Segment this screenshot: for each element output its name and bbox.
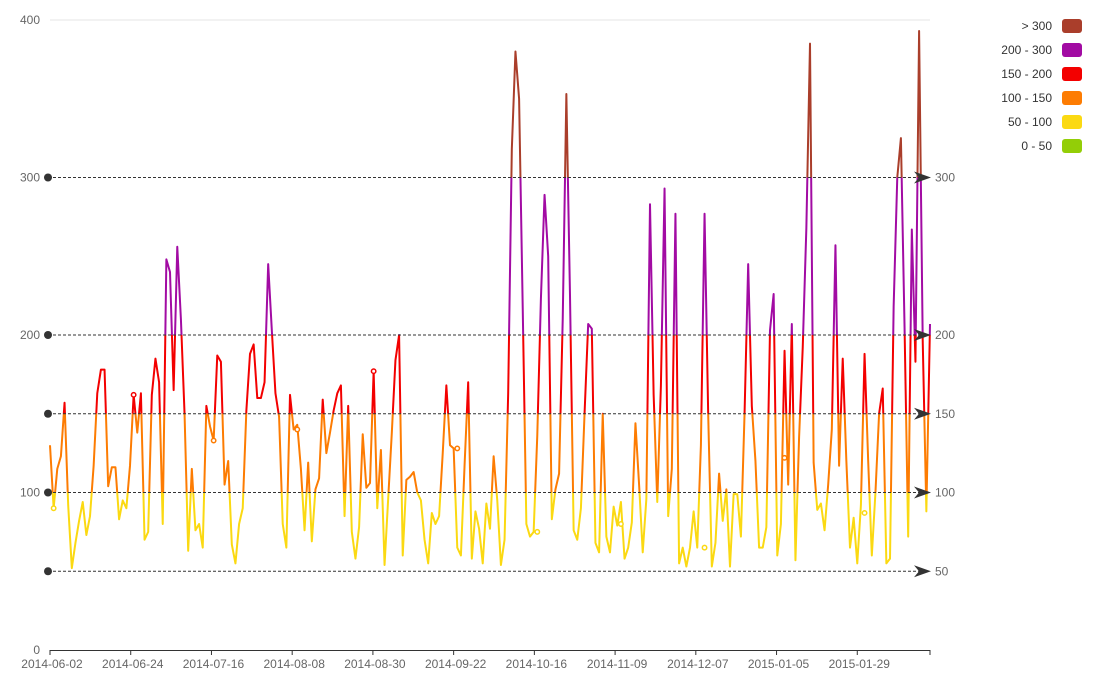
- series-segment-2: [62, 335, 931, 414]
- legend-swatch: [1062, 91, 1082, 105]
- mark-line-label: 150: [935, 407, 955, 421]
- x-tick-label: 2014-08-08: [263, 657, 325, 671]
- mark-line-arrow: [914, 407, 931, 420]
- legend-item[interactable]: 0 - 50: [932, 134, 1082, 158]
- marker-point: [210, 437, 217, 444]
- axes: 0 100 200 300 400 2014-06-02 2014-06-24 2014-07…: [20, 13, 931, 671]
- mark-line-arrow: [914, 329, 931, 341]
- x-tick-label: 2015-01-29: [829, 657, 891, 671]
- legend-label: 0 - 50: [1021, 139, 1052, 153]
- marker-points: [50, 368, 868, 551]
- x-tick-label: 2014-11-09: [587, 657, 648, 671]
- y-tick-label: 200: [20, 328, 40, 342]
- marker-point: [130, 391, 137, 398]
- x-tick-label: 2014-09-22: [425, 657, 487, 671]
- legend-item[interactable]: 200 - 300: [932, 38, 1082, 62]
- x-tick-label: 2014-12-07: [667, 657, 729, 671]
- series-line: [49, 30, 931, 570]
- legend-label: 50 - 100: [1007, 115, 1052, 129]
- marker-point: [781, 454, 788, 461]
- x-tick-label: 2014-07-16: [183, 657, 245, 671]
- legend-swatch: [1062, 43, 1082, 57]
- series-segment-4: [51, 492, 928, 570]
- x-tick-label: 2014-08-30: [344, 657, 406, 671]
- x-tick-label: 2014-06-02: [21, 657, 83, 671]
- legend-label: 150 - 200: [1001, 67, 1052, 81]
- marker-point: [861, 510, 868, 516]
- marker-point: [701, 544, 708, 551]
- mark-line-arrow: [914, 486, 931, 499]
- mark-line-start-dot: [44, 488, 52, 497]
- legend-label: > 300: [1021, 19, 1052, 33]
- mark-line-start-dot: [44, 331, 52, 339]
- x-tick-label: 2014-06-24: [102, 657, 164, 671]
- y-tick-label: 0: [33, 643, 40, 657]
- marker-point: [454, 445, 461, 452]
- legend-swatch: [1062, 115, 1082, 129]
- mark-line-start-dot: [44, 409, 52, 418]
- mark-line-start-dot: [44, 567, 52, 576]
- legend-item[interactable]: 50 - 100: [932, 110, 1082, 134]
- mark-line-arrow: [914, 565, 931, 578]
- marker-point: [50, 505, 57, 512]
- legend-swatch: [1062, 19, 1082, 33]
- mark-line-arrow: [914, 171, 931, 184]
- legend-swatch: [1062, 139, 1082, 153]
- marker-point: [534, 528, 541, 535]
- legend-item[interactable]: 150 - 200: [932, 62, 1082, 86]
- x-tick-label: 2015-01-05: [748, 657, 810, 671]
- marker-point: [370, 368, 377, 375]
- legend-item[interactable]: > 300: [932, 14, 1082, 38]
- y-tick-label: 300: [20, 171, 40, 185]
- marker-point: [294, 426, 301, 433]
- mark-line-label: 300: [935, 171, 955, 185]
- mark-line-label: 100: [935, 486, 955, 500]
- legend-label: 200 - 300: [1001, 43, 1052, 57]
- y-tick-label: 400: [20, 13, 40, 27]
- legend-item[interactable]: 100 - 150: [932, 86, 1082, 110]
- x-tick-label: 2014-10-16: [506, 657, 568, 671]
- mark-lines: 50 100 150 200 300: [44, 171, 955, 578]
- mark-line-label: 50: [935, 564, 949, 578]
- mark-line-start-dot: [44, 173, 52, 182]
- series-segment-3: [49, 413, 930, 493]
- mark-line-label: 200: [935, 328, 955, 342]
- legend-swatch: [1062, 67, 1082, 81]
- y-tick-label: 100: [20, 486, 40, 500]
- visual-map-legend: > 300 200 - 300 150 - 200 100 - 150 50 - 100…: [932, 14, 1082, 158]
- marker-point: [617, 521, 624, 527]
- legend-label: 100 - 150: [1001, 91, 1052, 105]
